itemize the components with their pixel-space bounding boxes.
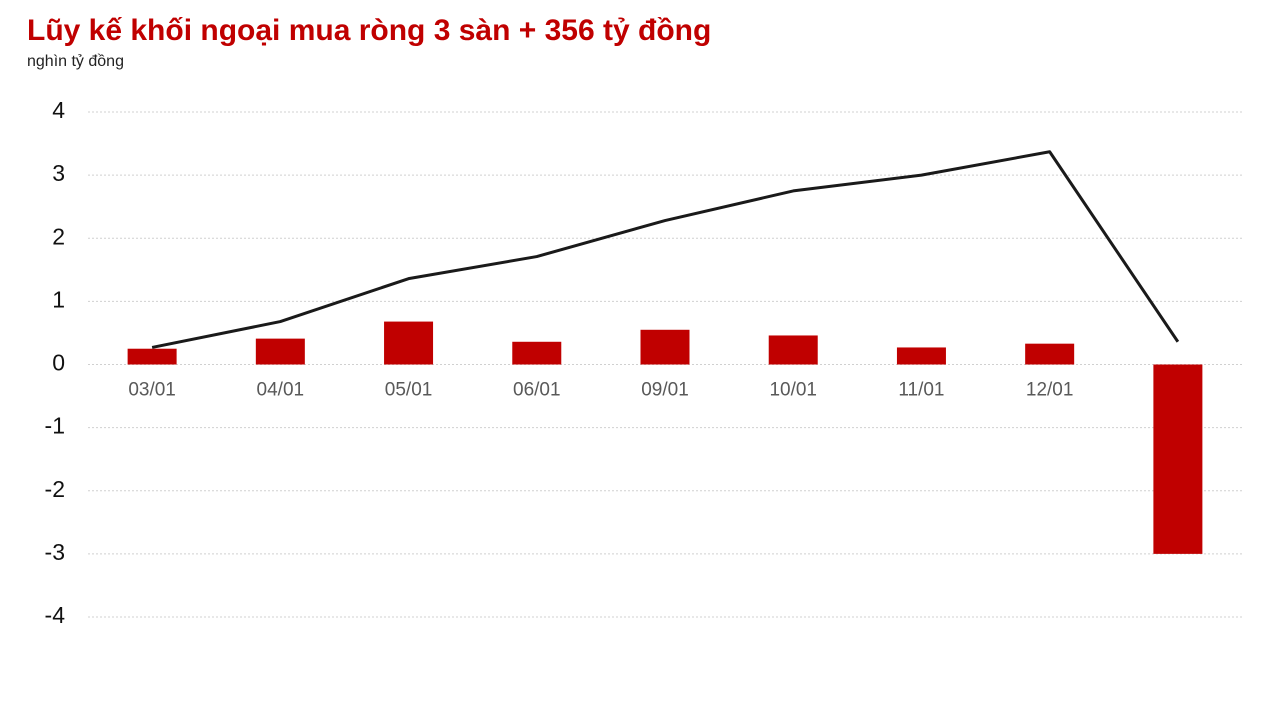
x-tick-label: 12/01 [1026, 380, 1074, 401]
bar [384, 321, 434, 365]
x-tick-label: 09/01 [641, 380, 689, 401]
y-tick-label: 1 [52, 286, 65, 312]
bar [255, 338, 305, 365]
x-tick-label: 04/01 [257, 380, 305, 401]
bar [896, 347, 946, 365]
y-tick-label: 0 [52, 350, 65, 376]
x-tick-label: 05/01 [385, 380, 433, 401]
x-tick-label: 03/01 [128, 380, 176, 401]
y-tick-label: -3 [45, 539, 65, 565]
x-tick-label: 11/01 [898, 380, 944, 401]
bar [1153, 364, 1203, 554]
bar [1025, 343, 1075, 365]
y-tick-label: -1 [45, 413, 65, 439]
bar [640, 329, 690, 365]
x-tick-label: 10/01 [769, 380, 817, 401]
y-tick-label: -4 [45, 602, 66, 628]
y-tick-label: -2 [45, 476, 65, 502]
y-tick-label: 2 [52, 223, 65, 249]
y-tick-label: 4 [52, 97, 65, 123]
chart-subtitle: nghìn tỷ đồng [27, 53, 124, 70]
y-tick-label: 3 [52, 160, 65, 186]
bar [512, 341, 562, 365]
x-tick-label: 06/01 [513, 380, 561, 401]
bar [127, 348, 177, 365]
line [151, 150, 1180, 349]
chart-title: Lũy kế khối ngoại mua ròng 3 sàn + 356 t… [27, 14, 711, 47]
bar [768, 335, 818, 365]
